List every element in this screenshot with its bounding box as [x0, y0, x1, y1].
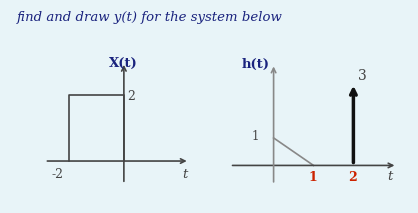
Text: t: t [387, 170, 393, 183]
Text: h(t): h(t) [242, 58, 270, 71]
Text: 1: 1 [309, 171, 317, 184]
Text: 2: 2 [349, 171, 357, 184]
Text: 2: 2 [127, 90, 135, 103]
Text: find and draw y(t) for the system below: find and draw y(t) for the system below [17, 11, 283, 24]
Text: X(t): X(t) [109, 57, 138, 70]
Text: t: t [183, 168, 188, 181]
Text: -2: -2 [51, 168, 64, 181]
Text: 3: 3 [358, 69, 367, 83]
Text: 1: 1 [252, 130, 259, 143]
